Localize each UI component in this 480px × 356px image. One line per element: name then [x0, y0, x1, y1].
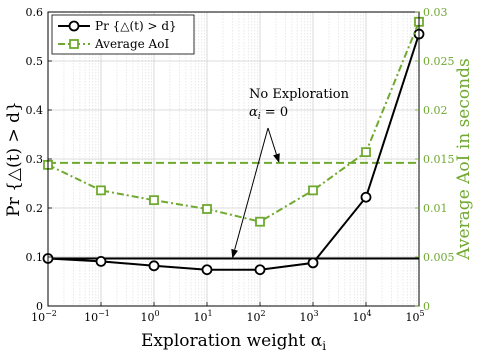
series-line-1	[47, 33, 420, 271]
right-tick-label: 0	[423, 300, 430, 313]
right-tick-label: 0.03	[423, 6, 448, 19]
legend-marker-circle	[68, 20, 80, 32]
right-tick-label: 0.02	[423, 104, 448, 117]
x-tick-base: 10	[31, 311, 45, 324]
x-axis-title-text: Exploration weight α	[141, 331, 323, 351]
x-tick-label: 105	[405, 309, 424, 324]
left-tick-label: 0.3	[26, 153, 44, 166]
annotation-arrow-shaft	[234, 127, 269, 250]
x-tick-label: 10−2	[31, 309, 57, 324]
left-tick-label: 0.2	[26, 202, 44, 215]
x-axis-title: Exploration weight αi	[141, 331, 326, 353]
series-1-point	[148, 260, 160, 272]
left-tick-label: 0.5	[26, 55, 44, 68]
legend-label-1: Pr {△(t) > d}	[95, 19, 177, 33]
series-1-point	[307, 257, 319, 269]
left-tick-label: 0.1	[26, 251, 44, 264]
annotation-var: α	[249, 105, 258, 120]
series-2-point	[96, 185, 106, 196]
series-2-point	[149, 195, 159, 206]
x-tick-label: 102	[246, 309, 265, 324]
legend-marker-square	[69, 39, 79, 49]
series-2-point	[202, 204, 212, 214]
series-layer	[42, 16, 425, 276]
y-axis-title-right: Average AoI in seconds	[454, 58, 474, 260]
annotation-line-1: No Exploration	[249, 87, 350, 102]
x-tick-label: 100	[140, 309, 159, 324]
x-tick-exponent: 2	[260, 309, 265, 318]
right-tick-label: 0.015	[423, 153, 455, 166]
series-line-2	[47, 21, 420, 223]
x-tick-label: 101	[193, 309, 212, 324]
x-tick-exponent: 0	[154, 309, 159, 318]
series-1-point	[95, 256, 107, 267]
series-2-point	[255, 216, 265, 227]
x-tick-base: 10	[299, 311, 313, 324]
annotation-arrow-shaft	[267, 127, 277, 155]
x-tick-label: 103	[299, 309, 318, 324]
y-axis-title-left: Pr {△(t) > d}	[4, 101, 24, 217]
x-tick-label: 104	[352, 309, 371, 324]
x-tick-base: 10	[84, 311, 98, 324]
x-tick-exponent: 5	[419, 309, 424, 318]
x-tick-label: 10−1	[84, 309, 110, 324]
series-1-point	[360, 191, 372, 203]
x-tick-base: 10	[405, 311, 419, 324]
x-tick-exponent: −1	[98, 309, 110, 318]
legend-label-2: Average AoI	[94, 37, 169, 51]
left-tick-label: 0.4	[26, 104, 44, 117]
reference-lines	[48, 161, 419, 260]
x-axis-title-sub: i	[322, 339, 326, 353]
x-tick-base: 10	[246, 311, 260, 324]
series-1-point	[201, 264, 213, 276]
x-tick-exponent: 3	[313, 309, 318, 318]
annotation-sub: i	[258, 112, 261, 122]
left-tick-label: 0	[36, 300, 43, 313]
annotation-arrow-head	[231, 248, 238, 259]
x-tick-exponent: 4	[366, 309, 371, 318]
ticks-layer: 0 0.1 0.2 0.3 0.4 0.5 0.6 0 0.005 0.01 0.015 0.02 0.…	[26, 6, 455, 324]
x-tick-base: 10	[193, 311, 207, 324]
x-tick-base: 10	[140, 311, 154, 324]
legend: Pr {△(t) > d} Average AoI	[51, 14, 195, 55]
annotation-arrow-head	[273, 153, 280, 163]
annotation-line-2: αi = 0	[249, 105, 288, 122]
x-tick-base: 10	[352, 311, 366, 324]
x-tick-exponent: 1	[207, 309, 212, 318]
left-tick-label: 0.6	[26, 6, 44, 19]
series-1-point	[254, 264, 266, 276]
right-tick-label: 0.005	[423, 251, 455, 264]
right-tick-label: 0.01	[423, 202, 448, 215]
x-tick-exponent: −2	[45, 309, 57, 318]
series-2-point	[361, 147, 371, 158]
right-tick-label: 0.025	[423, 55, 455, 68]
annotation: No Exploration αi = 0	[231, 87, 350, 259]
series-2-point	[308, 185, 318, 196]
annotation-rest: = 0	[261, 105, 288, 120]
